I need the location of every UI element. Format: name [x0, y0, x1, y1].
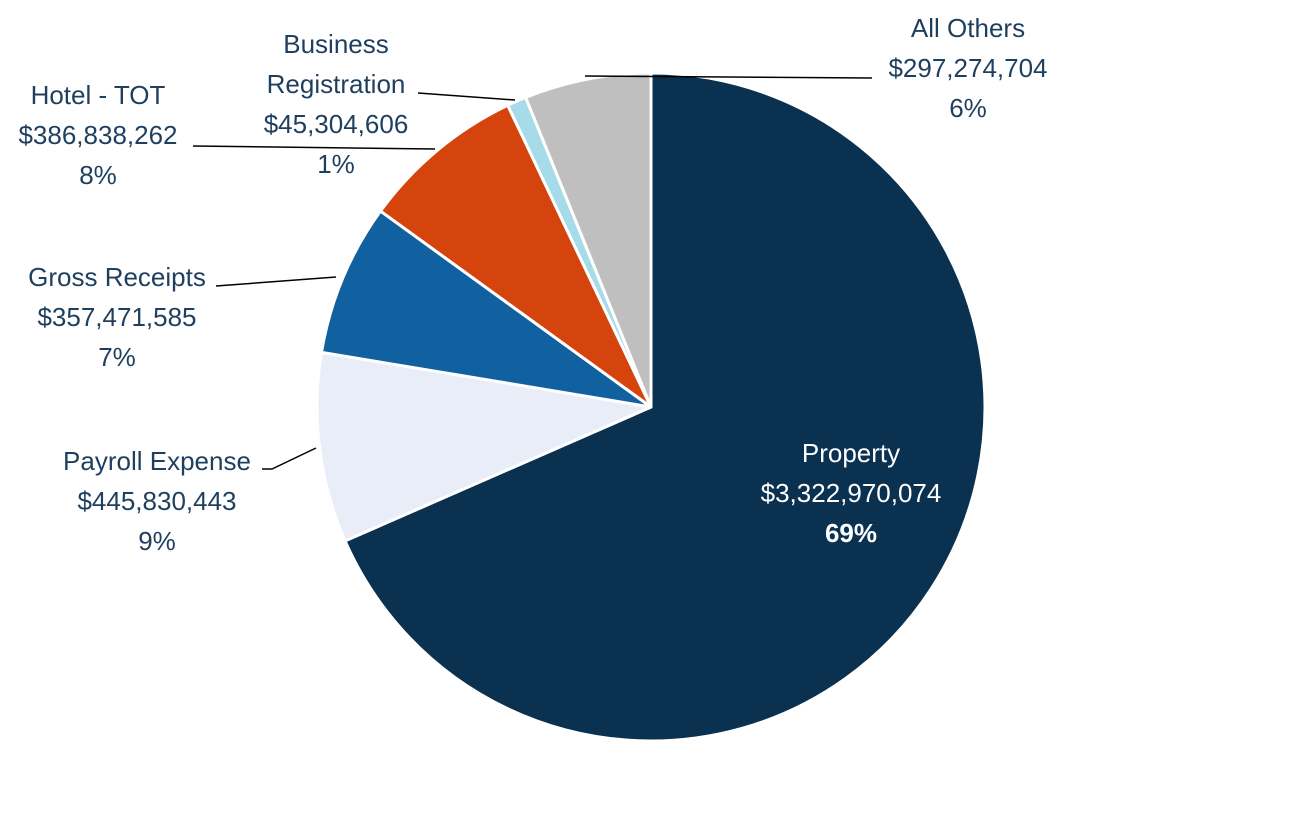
slice-label-business-registration-percent: 1%	[317, 149, 355, 179]
pie-slice-all-others	[524, 71, 653, 409]
slice-label-hotel-tot-value: $386,838,262	[18, 120, 177, 150]
slice-label-payroll-expense-value: $445,830,443	[77, 486, 236, 516]
slice-label-all-others-percent: 6%	[949, 93, 987, 123]
pie-slice-property	[343, 71, 987, 743]
pie-slices	[315, 71, 987, 743]
slice-label-property-name: Property	[802, 438, 900, 468]
slice-label-property-percent: 69%	[825, 518, 877, 548]
slice-label-payroll-expense-name: Payroll Expense	[63, 446, 251, 476]
leader-line-hotel-tot	[192, 145, 436, 150]
pie-slice-payroll-expense	[315, 350, 653, 543]
leader-line-business-registration	[417, 92, 516, 101]
pie-slice-gross-receipts	[320, 209, 653, 409]
slice-label-gross-receipts-percent: 7%	[98, 342, 136, 372]
leader-line-gross-receipts	[215, 276, 337, 287]
slice-label-all-others-name: All Others	[911, 13, 1025, 43]
slice-label-business-registration-name-1: Business	[283, 29, 389, 59]
slice-labels: Property $3,322,970,074 69% Payroll Expense…	[18, 13, 1047, 556]
slice-label-business-registration-name-2: Registration	[267, 69, 406, 99]
slice-label-all-others-value: $297,274,704	[888, 53, 1047, 83]
slice-label-hotel-tot-name: Hotel - TOT	[31, 80, 166, 110]
leader-line-all-others	[584, 75, 873, 79]
leader-lines	[192, 75, 873, 470]
slice-label-gross-receipts-value: $357,471,585	[37, 302, 196, 332]
slice-label-property-value: $3,322,970,074	[761, 478, 942, 508]
slice-label-hotel-tot-percent: 8%	[79, 160, 117, 190]
slice-label-gross-receipts-name: Gross Receipts	[28, 262, 206, 292]
pie-slice-hotel-tot	[379, 103, 653, 409]
leader-line-payroll-expense	[262, 447, 317, 470]
slice-label-business-registration-value: $45,304,606	[264, 109, 409, 139]
slice-label-payroll-expense-percent: 9%	[138, 526, 176, 556]
